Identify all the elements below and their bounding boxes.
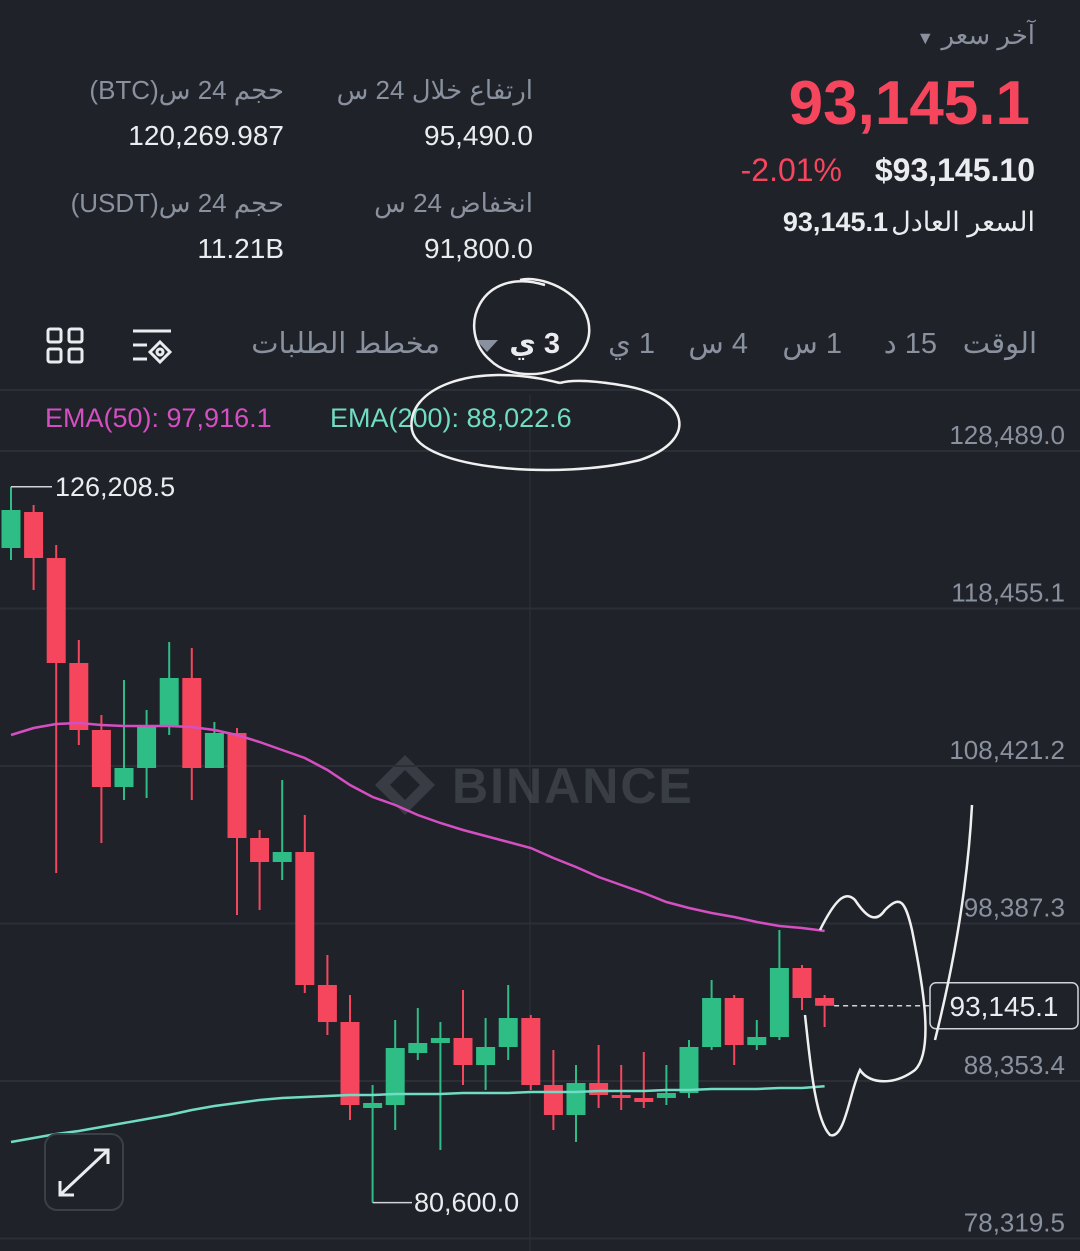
candle-body bbox=[634, 1097, 654, 1102]
tab[interactable]: 1 ي bbox=[608, 328, 655, 360]
candle-body bbox=[747, 1037, 767, 1046]
candle-body bbox=[589, 1083, 609, 1095]
usd-price: $93,145.10 bbox=[874, 152, 1035, 188]
candle-body bbox=[137, 727, 157, 769]
candle-body bbox=[769, 968, 789, 1037]
watermark bbox=[375, 755, 435, 815]
tab[interactable]: الوقت bbox=[962, 328, 1037, 360]
hand-drawing bbox=[410, 277, 974, 1137]
candle-body bbox=[340, 1021, 360, 1105]
last-price-label-text: آخر سعر bbox=[941, 20, 1035, 50]
low-marker-label: 80,600.0 bbox=[414, 1188, 519, 1218]
tab[interactable]: 15 د bbox=[883, 328, 937, 360]
candle-body bbox=[521, 1018, 541, 1085]
candle-body bbox=[430, 1038, 450, 1043]
candle-body bbox=[69, 663, 89, 731]
tab[interactable]: 1 س bbox=[782, 328, 842, 360]
stat-value: 11.21B bbox=[197, 233, 284, 264]
y-tick-label: 98,387.3 bbox=[964, 892, 1065, 922]
last-price-box bbox=[929, 982, 1079, 1030]
price-change: -2.01% bbox=[740, 152, 842, 188]
legend-entry: EMA(50): 97,916.1 bbox=[45, 403, 272, 433]
candle-body bbox=[363, 1103, 383, 1108]
candle-body bbox=[250, 838, 270, 863]
candle-body bbox=[815, 997, 835, 1006]
y-tick-label: 88,353.4 bbox=[964, 1050, 1065, 1080]
candle-body bbox=[566, 1083, 586, 1115]
high-marker-label: 126,208.5 bbox=[55, 472, 175, 502]
candle-body bbox=[611, 1094, 631, 1098]
candle-body bbox=[702, 997, 722, 1047]
candle-body bbox=[543, 1084, 563, 1115]
last-price: 93,145.1 bbox=[788, 69, 1030, 138]
candle-body bbox=[498, 1018, 518, 1047]
candle-body bbox=[453, 1038, 473, 1066]
candle-body bbox=[792, 968, 812, 998]
expand-button[interactable] bbox=[44, 1133, 124, 1211]
candle-body bbox=[295, 852, 315, 985]
ema-line bbox=[10, 721, 825, 933]
tab-caret bbox=[476, 340, 498, 352]
stat-value: 91,800.0 bbox=[424, 233, 533, 264]
candle-body bbox=[159, 677, 179, 728]
candle-body bbox=[272, 852, 292, 863]
stat-label: انخفاض 24 س bbox=[374, 188, 533, 218]
layout-icon[interactable] bbox=[46, 327, 84, 364]
tab[interactable]: مخطط الطلبات bbox=[251, 328, 440, 360]
y-tick-label: 118,455.1 bbox=[951, 577, 1065, 607]
watermark-text: BINANCE bbox=[452, 758, 694, 814]
candle-body bbox=[182, 677, 202, 769]
caret: ▼ bbox=[916, 28, 935, 48]
last-price-label: 93,145.1 bbox=[950, 991, 1059, 1022]
fair-price: 93,145.1 bbox=[782, 207, 888, 237]
y-tick-label: 108,421.2 bbox=[949, 735, 1065, 765]
stat-label: حجم 24 س(USDT) bbox=[70, 188, 284, 218]
candle-body bbox=[385, 1048, 405, 1105]
y-tick-label: 78,319.5 bbox=[964, 1207, 1065, 1237]
last-price-label[interactable]: آخر سعر ▼ bbox=[916, 20, 1035, 51]
candle-body bbox=[227, 732, 247, 839]
y-tick-label: 128,489.0 bbox=[949, 420, 1065, 450]
candle-body bbox=[91, 730, 111, 788]
candle-body bbox=[46, 558, 66, 664]
candle-body bbox=[317, 984, 337, 1022]
tab[interactable]: 4 س bbox=[688, 328, 748, 360]
candle-body bbox=[24, 511, 44, 559]
candle-body bbox=[679, 1046, 699, 1094]
candle-body bbox=[724, 997, 744, 1046]
candle-body bbox=[1, 510, 21, 549]
candle-body bbox=[476, 1046, 496, 1066]
candle-body bbox=[408, 1042, 428, 1053]
fair-price-label: السعر العادل bbox=[891, 207, 1035, 237]
stat-label: حجم 24 س(BTC) bbox=[89, 75, 284, 105]
stat-label: ارتفاع خلال 24 س bbox=[336, 75, 533, 105]
legend-entry: EMA(200): 88,022.6 bbox=[330, 403, 572, 433]
tab-active[interactable]: 3 ي bbox=[509, 328, 560, 360]
candle-body bbox=[656, 1093, 676, 1098]
stat-value: 95,490.0 bbox=[424, 120, 533, 151]
candle-body bbox=[114, 768, 134, 788]
stat-value: 120,269.987 bbox=[128, 120, 284, 151]
ema-line bbox=[10, 1084, 825, 1144]
settings-icon[interactable] bbox=[133, 329, 173, 365]
candle-body bbox=[204, 732, 224, 769]
